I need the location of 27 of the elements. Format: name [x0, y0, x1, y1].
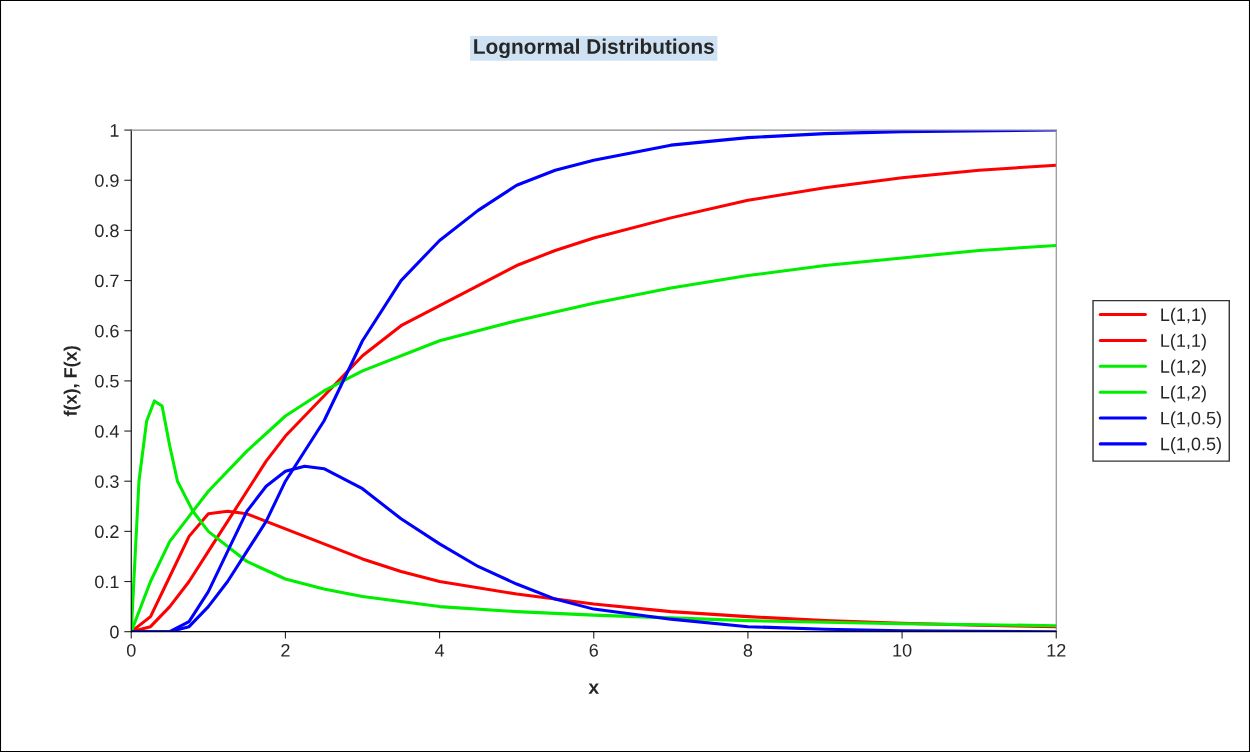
chart-title: Lognormal Distributions — [474, 38, 714, 59]
y-tick-label: 0.1 — [95, 575, 119, 589]
legend-label: L(1,0.5) — [1161, 437, 1221, 454]
y-axis-title: f(x), F(x) — [63, 346, 81, 417]
y-tick-label: 0.9 — [95, 174, 119, 187]
x-tick-label: 8 — [743, 643, 753, 657]
y-tick-label: 0.7 — [95, 274, 119, 288]
x-axis-title: x — [588, 683, 600, 694]
legend-label: L(1,1) — [1161, 333, 1206, 351]
legend-label: L(1,2) — [1161, 359, 1206, 377]
y-tick-label: 0.6 — [95, 324, 119, 338]
x-tick-label: 6 — [589, 643, 598, 657]
y-tick-label: 0 — [110, 625, 119, 639]
y-tick-label: 0.4 — [95, 424, 119, 438]
y-tick-label: 0.3 — [95, 475, 119, 488]
y-tick-label: 0.5 — [95, 374, 119, 388]
x-tick-label: 10 — [893, 643, 912, 657]
legend-label: L(1,1) — [1161, 307, 1206, 325]
y-tick-label: 0.2 — [95, 525, 119, 539]
legend-label: L(1,2) — [1161, 385, 1206, 403]
x-tick-label: 0 — [126, 643, 136, 657]
y-tick-label: 1 — [110, 124, 119, 137]
x-tick-label: 2 — [281, 643, 290, 657]
legend-label: L(1,0.5) — [1161, 411, 1221, 429]
x-tick-label: 4 — [434, 644, 445, 657]
x-tick-label: 12 — [1047, 643, 1066, 657]
y-tick-label: 0.8 — [95, 224, 119, 238]
